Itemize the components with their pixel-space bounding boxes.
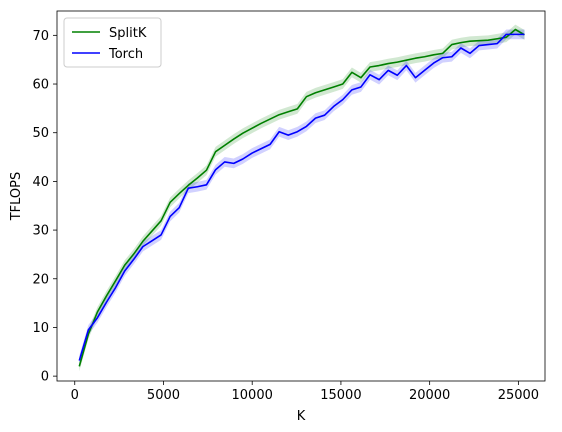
band-splitk [79,24,525,372]
x-tick-label: 5000 [147,388,180,403]
y-tick-label: 10 [32,321,49,336]
y-tick-label: 40 [32,175,49,190]
axes [56,10,546,382]
x-tick-label: 20000 [409,388,450,403]
x-axis-label: K [297,409,306,424]
x-tick-label: 10000 [232,388,273,403]
y-tick-label: 30 [32,224,49,239]
x-tick-label: 0 [71,388,79,403]
legend-box [63,17,162,68]
series-line-torch [78,33,525,361]
confidence-bands [79,24,525,372]
y-axis-label: TFLOPS [9,172,24,222]
legend-label-splitk: SplitK [109,26,147,41]
legend-label-torch: Torch [108,47,143,62]
series-lines [78,28,525,367]
plot-frame [56,10,546,382]
y-tick-label: 20 [32,272,49,287]
series-line-splitk [78,28,525,367]
y-tick-label: 70 [32,29,49,44]
y-ticks: 0 10 20 30 40 50 60 70 [32,29,57,385]
x-ticks: 0 5000 10000 15000 20000 25000 [71,381,539,403]
legend: SplitK Torch [63,17,162,68]
y-tick-label: 0 [41,370,49,385]
band-torch [79,29,525,366]
y-tick-label: 60 [32,78,49,93]
x-tick-label: 25000 [498,388,539,403]
y-tick-label: 50 [32,126,49,141]
x-tick-label: 15000 [320,388,361,403]
